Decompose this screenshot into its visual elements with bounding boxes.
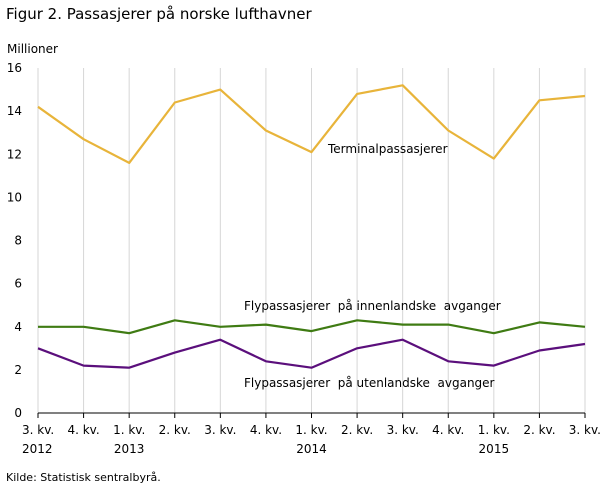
axis-layer: 0 2 4 6 8 10 12 14 16 Millioner 3. kv. 2012 4. kv. 1.… bbox=[7, 42, 601, 456]
series-label-domestic: Flypassasjerer på innenlandske avganger bbox=[244, 299, 501, 313]
series-line-terminal bbox=[37, 84, 586, 164]
x-tick-label: 4. kv. bbox=[432, 423, 464, 437]
x-year-label: 2012 bbox=[22, 442, 53, 456]
chart-title: Figur 2. Passasjerer på norske lufthavne… bbox=[6, 5, 312, 23]
y-tick-label: 8 bbox=[14, 234, 22, 248]
x-tick-label: 3. kv. bbox=[204, 423, 236, 437]
y-tick-label: 4 bbox=[14, 320, 22, 334]
y-tick-label: 10 bbox=[7, 190, 22, 204]
x-tick-label: 2. kv. bbox=[159, 423, 191, 437]
grid-layer bbox=[37, 68, 586, 413]
y-tick-label: 14 bbox=[7, 104, 22, 118]
series-layer bbox=[37, 84, 586, 369]
x-year-label: 2013 bbox=[114, 442, 145, 456]
series-label-terminal: Terminalpassasjerer bbox=[327, 142, 448, 156]
source-note: Kilde: Statistisk sentralbyrå. bbox=[6, 471, 161, 484]
x-tick-label: 4. kv. bbox=[250, 423, 282, 437]
y-tick-label: 0 bbox=[14, 406, 22, 420]
x-tick-label: 3. kv. bbox=[569, 423, 601, 437]
x-tick-label: 2. kv. bbox=[341, 423, 373, 437]
series-label-international: Flypassasjerer på utenlandske avganger bbox=[244, 376, 495, 390]
x-tick-label: 2. kv. bbox=[523, 423, 555, 437]
y-tick-label: 6 bbox=[14, 277, 22, 291]
series-line-domestic bbox=[38, 319, 586, 335]
y-tick-label: 12 bbox=[7, 147, 22, 161]
x-tick-label: 3. kv. bbox=[387, 423, 419, 437]
y-axis-label: Millioner bbox=[7, 42, 58, 56]
x-tick-label: 1. kv. bbox=[478, 423, 510, 437]
x-tick-label: 1. kv. bbox=[113, 423, 145, 437]
series-line-international bbox=[37, 338, 586, 369]
x-tick-label: 4. kv. bbox=[67, 423, 99, 437]
x-tick-label: 3. kv. bbox=[22, 423, 54, 437]
x-year-label: 2014 bbox=[296, 442, 327, 456]
y-tick-label: 2 bbox=[14, 363, 22, 377]
label-layer: Terminalpassasjerer Flypassasjerer på inn… bbox=[244, 142, 501, 390]
y-tick-label: 16 bbox=[7, 61, 22, 75]
x-year-label: 2015 bbox=[479, 442, 510, 456]
x-tick-label: 1. kv. bbox=[295, 423, 327, 437]
